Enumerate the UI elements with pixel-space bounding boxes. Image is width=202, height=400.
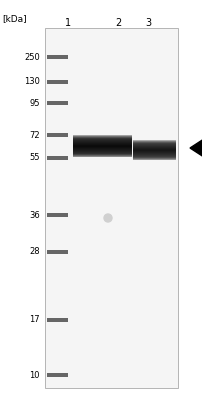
Text: 3: 3 (144, 18, 150, 28)
Bar (45, 28, 177, 388)
Bar (47, 156, 68, 160)
Bar (47, 55, 68, 59)
Text: [kDa]: [kDa] (2, 14, 26, 23)
Text: 36: 36 (29, 210, 40, 220)
Text: 95: 95 (29, 98, 40, 108)
Bar (47, 373, 68, 377)
Bar (47, 318, 68, 322)
Text: 10: 10 (29, 370, 40, 380)
Text: 28: 28 (29, 248, 40, 256)
Text: 55: 55 (29, 154, 40, 162)
Circle shape (103, 214, 112, 222)
Bar (47, 250, 68, 254)
Text: 130: 130 (24, 78, 40, 86)
Text: 1: 1 (65, 18, 71, 28)
Text: 2: 2 (114, 18, 121, 28)
Bar (47, 80, 68, 84)
Text: 250: 250 (24, 52, 40, 62)
Bar (47, 213, 68, 217)
Text: 17: 17 (29, 316, 40, 324)
Bar (47, 101, 68, 105)
Text: 72: 72 (29, 130, 40, 140)
Bar (47, 133, 68, 137)
Polygon shape (189, 139, 202, 157)
